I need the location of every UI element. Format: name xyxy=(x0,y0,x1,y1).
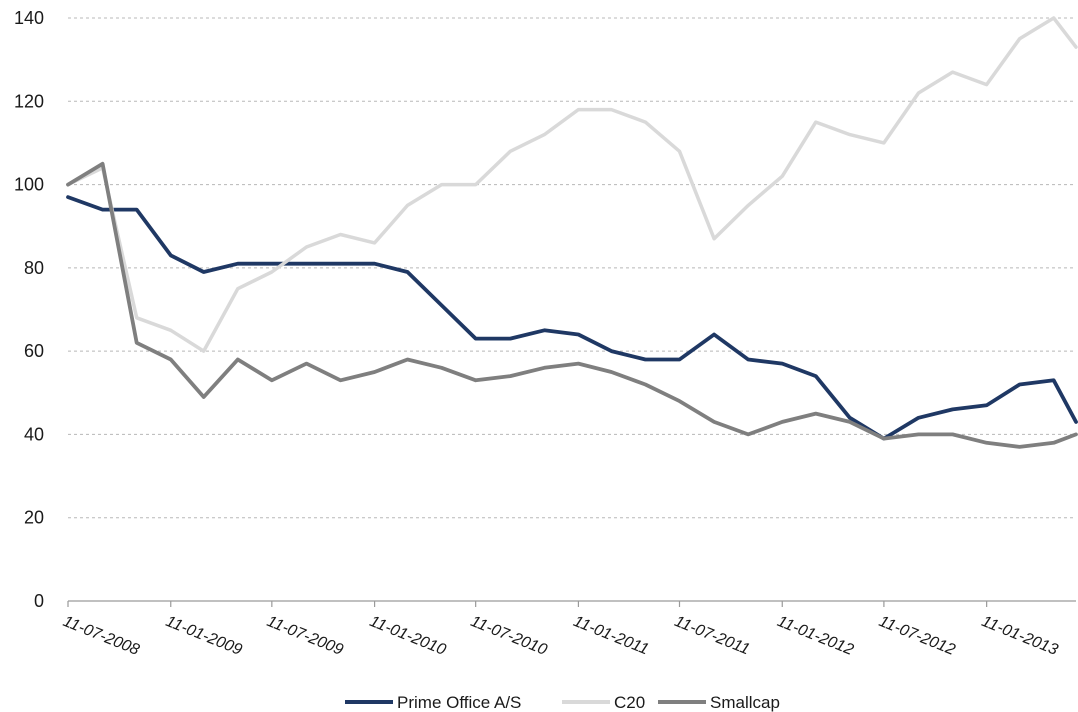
y-tick-label: 120 xyxy=(14,91,44,111)
y-tick-label: 20 xyxy=(24,508,44,528)
y-tick-label: 60 xyxy=(24,341,44,361)
x-tick-label: 11-01-2010 xyxy=(367,613,448,659)
x-tick-label: 11-01-2009 xyxy=(163,613,244,659)
series-line-smallcap xyxy=(66,161,1078,449)
x-tick-label: 11-07-2011 xyxy=(672,613,752,659)
y-tick-label: 100 xyxy=(14,175,44,195)
y-tick-label: 140 xyxy=(14,8,44,28)
legend: Prime Office A/S C20 Smallcap xyxy=(345,693,780,712)
gridlines xyxy=(68,17,1076,519)
x-tick-label: 11-07-2008 xyxy=(61,613,142,659)
x-tick-label: 11-01-2013 xyxy=(979,613,1060,659)
series-lines xyxy=(66,16,1078,449)
series-line-c20 xyxy=(66,16,1078,353)
x-tick-label: 11-07-2010 xyxy=(468,613,549,659)
x-tick-label: 11-07-2009 xyxy=(264,613,345,659)
legend-label: C20 xyxy=(614,693,645,712)
y-tick-label: 80 xyxy=(24,258,44,278)
legend-label: Smallcap xyxy=(710,693,780,712)
y-axis-ticks: 0 20 40 60 80 100 120 140 xyxy=(14,8,44,611)
y-tick-label: 40 xyxy=(24,424,44,444)
x-tick-label: 11-01-2012 xyxy=(775,613,856,659)
x-tick-label: 11-01-2011 xyxy=(571,613,651,659)
legend-label: Prime Office A/S xyxy=(397,693,521,712)
series-line-prime-office-a-s xyxy=(66,195,1078,441)
x-tick-label: 11-07-2012 xyxy=(876,613,957,659)
y-tick-label: 0 xyxy=(34,591,44,611)
x-axis-ticks: 11-07-2008 11-01-2009 11-07-2009 11-01-2010… xyxy=(61,601,1060,659)
